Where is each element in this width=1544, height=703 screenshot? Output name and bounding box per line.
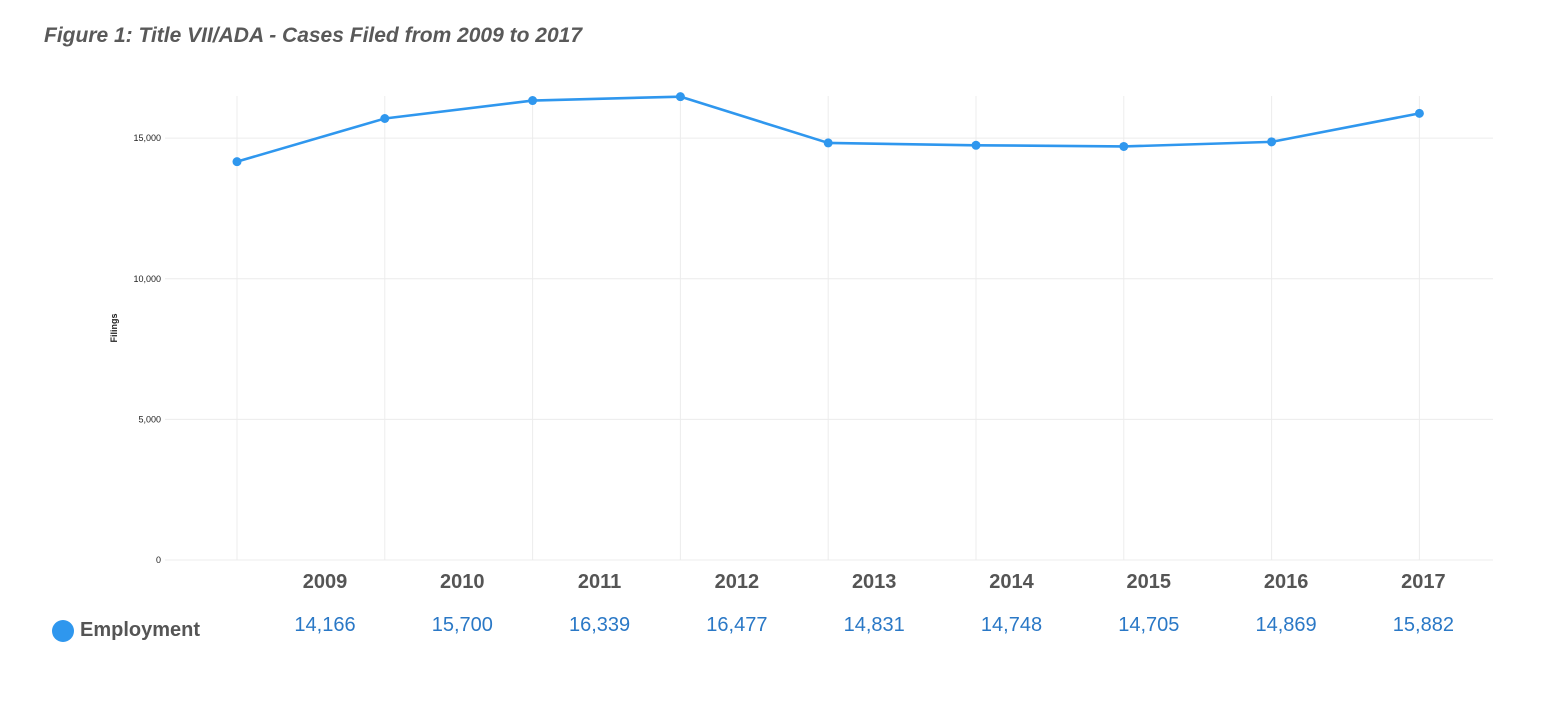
value-cell: 15,882 (1392, 614, 1454, 636)
data-table-row: Employment 14,166 15,700 16,339 16,477 14,83… (0, 614, 1544, 648)
year-header-row: 2009 2010 2011 2012 2013 2014 2015 2016 2017 (0, 571, 1544, 605)
data-point (1267, 137, 1277, 147)
value-cell: 16,477 (706, 614, 768, 636)
year-header: 2010 (440, 571, 485, 593)
y-axis-label: Filings (109, 314, 119, 343)
data-point (971, 140, 981, 150)
y-tick-label: 10,000 (133, 274, 161, 284)
year-header: 2017 (1401, 571, 1446, 593)
data-point (380, 113, 390, 123)
value-cell: 14,831 (843, 614, 905, 636)
value-cell: 14,869 (1255, 614, 1317, 636)
year-header: 2015 (1126, 571, 1172, 593)
y-tick-label: 0 (156, 555, 161, 565)
data-point (823, 138, 833, 148)
data-point (675, 92, 685, 102)
legend-marker (52, 620, 74, 642)
y-tick-label: 5,000 (138, 414, 161, 424)
data-point (528, 96, 538, 106)
year-header: 2016 (1263, 571, 1309, 593)
year-header: 2012 (714, 571, 760, 593)
data-point (1414, 108, 1424, 118)
year-header: 2013 (851, 571, 897, 593)
year-header: 2009 (302, 571, 348, 593)
line-chart: 0 5,000 10,000 15,000 Filings (109, 92, 1493, 565)
data-point (232, 157, 242, 167)
data-point (1119, 141, 1129, 151)
value-cell: 14,705 (1118, 614, 1180, 636)
chart-title: Figure 1: Title VII/ADA - Cases Filed fr… (44, 24, 583, 47)
value-cell: 16,339 (569, 614, 631, 636)
value-cell: 14,748 (980, 614, 1043, 636)
y-tick-label: 15,000 (133, 133, 161, 143)
year-header: 2011 (577, 571, 622, 593)
legend-label-employment: Employment (80, 619, 201, 641)
value-cell: 14,166 (294, 614, 356, 636)
value-cell: 15,700 (431, 614, 493, 636)
year-header: 2014 (989, 571, 1034, 593)
